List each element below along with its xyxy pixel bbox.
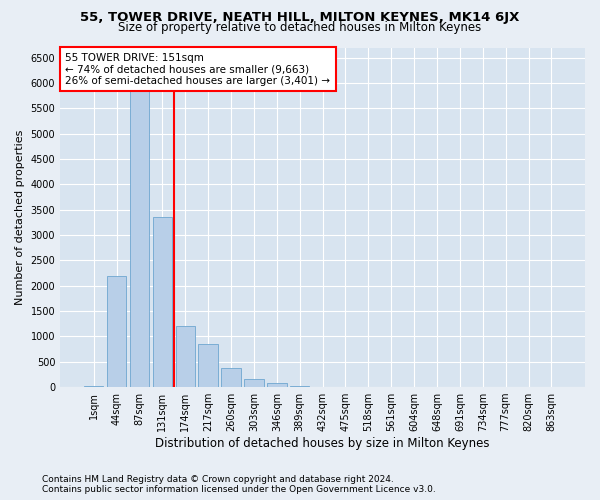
Bar — [267, 383, 287, 387]
X-axis label: Distribution of detached houses by size in Milton Keynes: Distribution of detached houses by size … — [155, 437, 490, 450]
Bar — [221, 368, 241, 387]
Bar — [176, 326, 195, 387]
Bar — [152, 218, 172, 387]
Text: 55 TOWER DRIVE: 151sqm
← 74% of detached houses are smaller (9,663)
26% of semi-: 55 TOWER DRIVE: 151sqm ← 74% of detached… — [65, 52, 331, 86]
Bar — [244, 380, 263, 387]
Text: 55, TOWER DRIVE, NEATH HILL, MILTON KEYNES, MK14 6JX: 55, TOWER DRIVE, NEATH HILL, MILTON KEYN… — [80, 11, 520, 24]
Text: Contains HM Land Registry data © Crown copyright and database right 2024.
Contai: Contains HM Land Registry data © Crown c… — [42, 474, 436, 494]
Y-axis label: Number of detached properties: Number of detached properties — [15, 130, 25, 305]
Bar — [199, 344, 218, 387]
Bar — [313, 386, 332, 387]
Text: Size of property relative to detached houses in Milton Keynes: Size of property relative to detached ho… — [118, 22, 482, 35]
Bar — [107, 276, 127, 387]
Bar — [290, 386, 310, 387]
Bar — [130, 78, 149, 387]
Bar — [84, 386, 103, 387]
